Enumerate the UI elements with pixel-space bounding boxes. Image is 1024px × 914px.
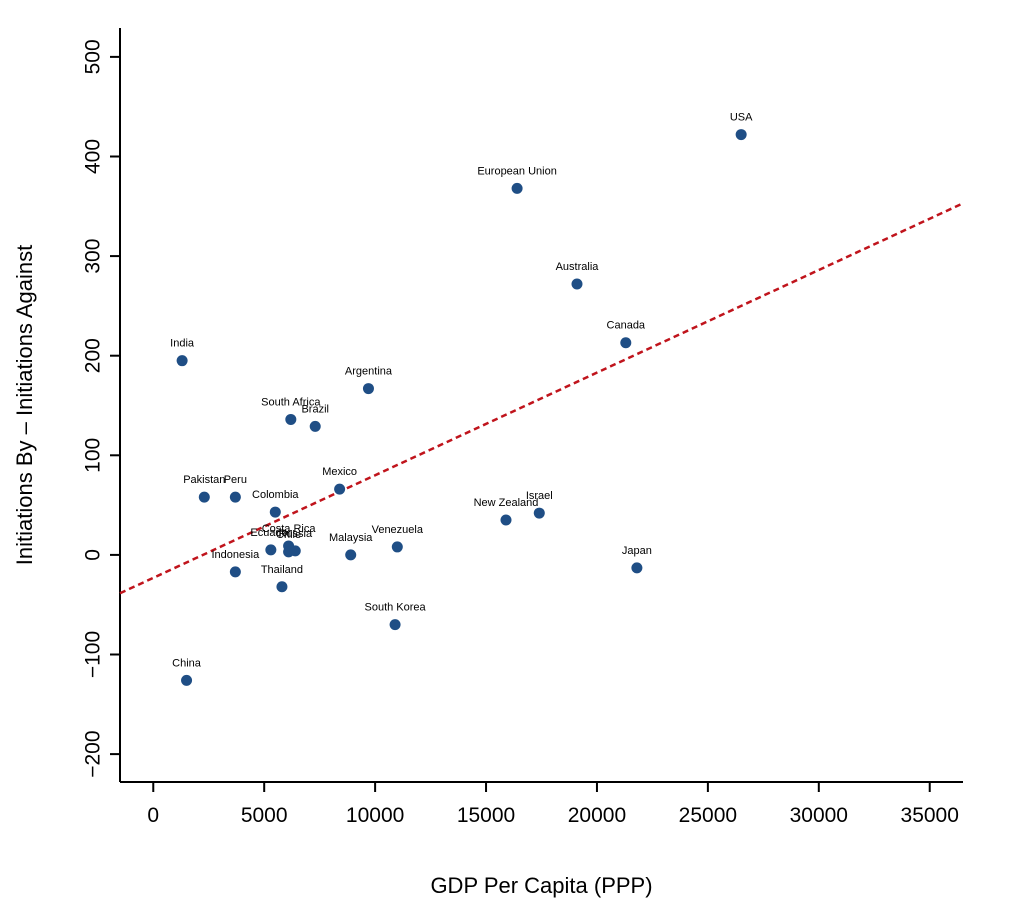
data-point-brazil: Brazil (301, 403, 329, 432)
point-label: Venezuela (372, 524, 424, 536)
point-marker (345, 549, 357, 561)
y-tick-label: 200 (82, 338, 105, 373)
x-tick-label: 15000 (457, 804, 515, 827)
y-tick-label: 500 (82, 39, 105, 74)
data-point-indonesia: Indonesia (211, 549, 260, 578)
data-point-israel: Israel (526, 490, 553, 519)
point-marker (533, 507, 545, 519)
point-marker (176, 355, 188, 367)
data-point-japan: Japan (622, 545, 652, 574)
point-label: Brazil (301, 403, 329, 415)
axis-titles: GDP Per Capita (PPP) Initiations By – In… (12, 245, 653, 898)
data-point-india: India (170, 338, 195, 367)
point-marker (229, 566, 241, 578)
point-label: Thailand (261, 564, 303, 576)
point-marker (735, 129, 747, 141)
data-point-pakistan: Pakistan (183, 474, 225, 503)
point-label: Peru (224, 474, 247, 486)
data-point-russia: Russia (278, 528, 313, 557)
point-label: New Zealand (474, 497, 539, 509)
data-point-european-union: European Union (477, 165, 557, 194)
data-point-thailand: Thailand (261, 564, 303, 593)
point-marker (500, 514, 512, 526)
x-tick-label: 25000 (679, 804, 737, 827)
x-axis-title: GDP Per Capita (PPP) (430, 873, 652, 898)
y-axis-title: Initiations By – Initiations Against (12, 245, 37, 565)
y-tick-label: 0 (82, 549, 105, 561)
y-tick-label: 100 (82, 438, 105, 473)
point-marker (620, 337, 632, 349)
y-tick-label: 300 (82, 239, 105, 274)
point-marker (289, 545, 301, 557)
data-point-ecuador: Ecuador (250, 527, 292, 556)
point-label: Pakistan (183, 474, 225, 486)
point-marker (269, 506, 281, 518)
data-point-venezuela: Venezuela (372, 524, 424, 553)
point-label: Indonesia (211, 549, 260, 561)
point-label: Malaysia (329, 532, 373, 544)
x-tick-label: 0 (147, 804, 159, 827)
point-label: USA (730, 112, 753, 124)
data-point-colombia: Colombia (252, 489, 299, 518)
x-tick-label: 10000 (346, 804, 404, 827)
point-label: China (172, 657, 202, 669)
data-point-canada: Canada (607, 320, 646, 349)
point-label: Canada (607, 320, 646, 332)
data-point-new-zealand: New Zealand (474, 497, 539, 526)
point-marker (285, 413, 297, 425)
data-points: USA European Union Australia Canada India Arg… (170, 112, 753, 686)
point-label: Russia (278, 528, 313, 540)
data-point-malaysia: Malaysia (329, 532, 373, 561)
point-label: Australia (556, 261, 600, 273)
point-marker (511, 182, 523, 194)
point-label: Ecuador (250, 527, 291, 539)
point-label: South Africa (261, 396, 321, 408)
point-marker (571, 278, 583, 290)
point-marker (276, 581, 288, 593)
data-point-south-africa: South Africa (261, 396, 321, 425)
y-tick-label: −200 (82, 730, 105, 777)
data-point-mexico: Mexico (322, 466, 357, 495)
point-marker (362, 383, 374, 395)
data-point-south-korea: South Korea (365, 602, 427, 631)
point-label: Costa Rica (262, 523, 317, 535)
y-tick-label: 400 (82, 139, 105, 174)
point-marker (181, 674, 193, 686)
data-point-peru: Peru (224, 474, 247, 503)
data-point-australia: Australia (556, 261, 600, 290)
point-marker (391, 541, 403, 553)
point-marker (229, 491, 241, 503)
trend-line (119, 202, 964, 595)
point-marker (198, 491, 210, 503)
point-label: Japan (622, 545, 652, 557)
point-label: India (170, 338, 195, 350)
point-label: Colombia (252, 489, 299, 501)
data-point-usa: USA (730, 112, 753, 141)
axes: 0 5000 10000 15000 20000 25000 30000 35000−200−… (82, 28, 963, 827)
point-marker (309, 420, 321, 432)
point-label: European Union (477, 165, 557, 177)
x-tick-label: 30000 (790, 804, 848, 827)
point-marker (265, 544, 277, 556)
data-point-china: China (172, 657, 202, 686)
data-point-argentina: Argentina (345, 366, 393, 395)
point-label: Chile (276, 529, 301, 541)
x-tick-label: 20000 (568, 804, 626, 827)
x-tick-label: 35000 (901, 804, 959, 827)
point-label: Israel (526, 490, 553, 502)
y-tick-label: −100 (82, 631, 105, 678)
point-label: Argentina (345, 366, 393, 378)
point-label: South Korea (365, 602, 427, 614)
x-tick-label: 5000 (241, 804, 288, 827)
point-marker (631, 562, 643, 574)
point-marker (334, 483, 346, 495)
point-marker (389, 619, 401, 631)
point-label: Mexico (322, 466, 357, 478)
